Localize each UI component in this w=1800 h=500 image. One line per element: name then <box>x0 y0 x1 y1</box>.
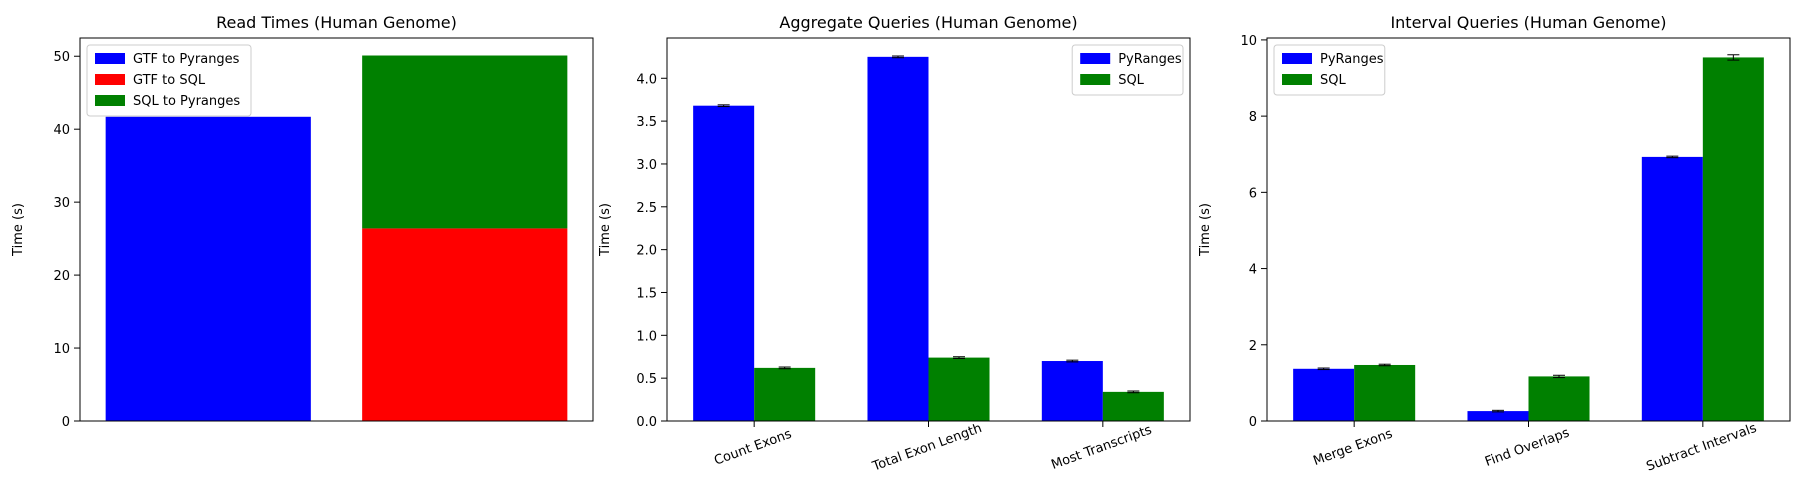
y-tick-label: 1.5 <box>636 286 657 301</box>
bar-sql <box>754 367 816 421</box>
bar-gtf-to-sql <box>362 228 568 421</box>
legend-box <box>86 44 252 117</box>
legend-swatch <box>95 53 125 64</box>
legend-label: SQL <box>1118 73 1144 88</box>
legend-swatch <box>95 95 125 106</box>
y-tick-label: 3.5 <box>636 115 657 130</box>
y-tick-label: 30 <box>53 196 70 211</box>
bar-gtf-to-pyranges <box>105 116 311 421</box>
bar-pyranges <box>1041 361 1103 421</box>
legend: GTF to Pyranges GTF to SQL SQL to Pyranges <box>86 44 252 117</box>
legend-swatch <box>1282 53 1312 64</box>
y-tick-label: 8 <box>1249 110 1257 125</box>
y-tick-label: 6 <box>1249 186 1257 201</box>
chart-title: Interval Queries (Human Genome) <box>1390 13 1666 32</box>
legend-label: PyRanges <box>1118 52 1182 67</box>
bar-pyranges <box>693 105 755 422</box>
legend-swatch <box>95 74 125 85</box>
x-tick-label: Total Exon Length <box>870 421 984 475</box>
bar-pyranges <box>867 56 929 422</box>
y-tick-label: 4 <box>1249 263 1257 278</box>
axes-frame <box>79 37 594 422</box>
bar-pyranges <box>1293 368 1355 421</box>
y-tick-label: 0 <box>1249 415 1257 430</box>
y-tick-label: 2 <box>1249 339 1257 354</box>
bar-sql <box>928 357 990 421</box>
legend-label: GTF to Pyranges <box>133 52 240 67</box>
chart-title: Read Times (Human Genome) <box>216 13 457 32</box>
legend-swatch <box>1080 74 1111 85</box>
y-tick-label: 40 <box>53 123 70 138</box>
legend-swatch <box>1282 74 1312 85</box>
x-tick-label: Count Exons <box>712 427 794 469</box>
chart-title: Aggregate Queries (Human Genome) <box>779 13 1077 32</box>
y-axis-label: Time (s) <box>1198 203 1213 257</box>
bar-sql <box>1102 391 1164 421</box>
y-tick-label: 4.0 <box>636 72 657 87</box>
y-axis-label: Time (s) <box>11 203 26 257</box>
bar-sql <box>1354 364 1416 421</box>
y-tick-label: 10 <box>53 342 70 357</box>
y-tick-label: 3.0 <box>636 158 657 173</box>
chart-panel-3: Interval Queries (Human Genome) Time (s) 0… <box>1198 13 1791 475</box>
x-tick-label: Most Transcripts <box>1049 423 1154 473</box>
y-tick-label: 2.0 <box>636 244 657 259</box>
legend-label: SQL to Pyranges <box>133 94 240 109</box>
legend-label: GTF to SQL <box>133 73 206 88</box>
y-tick-label: 20 <box>53 269 70 284</box>
legend-label: PyRanges <box>1320 52 1384 67</box>
legend-label: SQL <box>1320 73 1346 88</box>
legend: PyRanges SQL <box>1273 44 1386 96</box>
y-tick-label: 10 <box>1240 34 1257 49</box>
bar-sql <box>1528 376 1590 421</box>
bar-pyranges <box>1467 411 1529 421</box>
y-tick-label: 0.5 <box>636 372 657 387</box>
axes-frame <box>1266 37 1791 422</box>
y-tick-label: 1.0 <box>636 329 657 344</box>
chart-panel-1: Read Times (Human Genome) Time (s) 0 10 20 30… <box>11 13 594 430</box>
bar-pyranges <box>1641 156 1703 421</box>
y-tick-label: 2.5 <box>636 201 657 216</box>
axes-frame <box>666 37 1191 422</box>
legend: PyRanges SQL <box>1071 44 1184 96</box>
legend-swatch <box>1080 53 1111 64</box>
bar-sql-to-pyranges <box>362 55 568 229</box>
chart-panel-2: Aggregate Queries (Human Genome) Time (s)… <box>598 13 1191 475</box>
y-tick-label: 0 <box>62 415 70 430</box>
x-tick-label: Merge Exons <box>1311 426 1395 469</box>
y-tick-label: 50 <box>53 50 70 65</box>
x-tick-label: Find Overlaps <box>1483 425 1572 469</box>
x-tick-label: Subtract Intervals <box>1645 421 1759 475</box>
y-axis-label: Time (s) <box>598 203 613 257</box>
y-tick-label: 0.0 <box>636 415 657 430</box>
bar-sql <box>1702 57 1764 421</box>
